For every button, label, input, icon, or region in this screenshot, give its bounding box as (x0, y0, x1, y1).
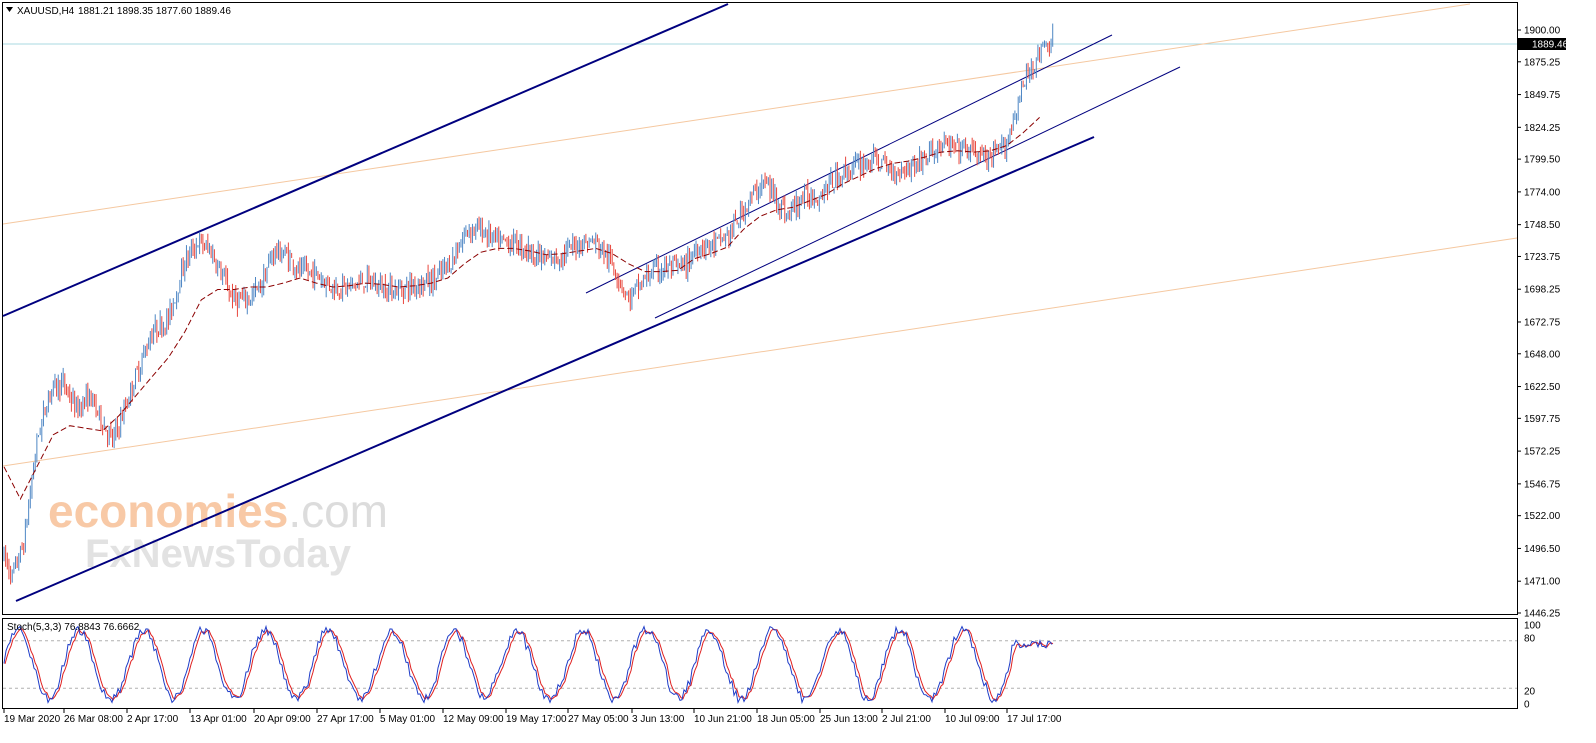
time-tick-label: 2 Jul 21:00 (882, 714, 931, 725)
stoch-tick-label: 20 (1524, 687, 1536, 698)
symbol-label: XAUUSD,H4 (17, 6, 75, 17)
time-tick-label: 3 Jun 13:00 (632, 714, 685, 725)
stoch-tick-label: 80 (1524, 634, 1536, 645)
current-price-box (1518, 38, 1566, 50)
trend-lines (2, 3, 1518, 602)
price-tick-label: 1597.75 (1524, 414, 1561, 425)
time-tick-label: 12 May 09:00 (443, 714, 504, 725)
moving-average (3, 117, 1040, 501)
time-tick-label: 5 May 01:00 (380, 714, 435, 725)
price-tick-label: 1799.50 (1524, 155, 1561, 166)
ohlc-values: 1881.21 1898.35 1877.60 1889.46 (78, 6, 231, 17)
price-tick-label: 1723.75 (1524, 252, 1561, 263)
price-axis: 1900.00 1875.25 1849.75 1824.25 1799.50 1774.… (1517, 26, 1561, 711)
stoch-signal-line (4, 627, 1054, 702)
main-panel-frame (2, 2, 1518, 615)
time-tick-label: 25 Jun 13:00 (820, 714, 878, 725)
time-tick-label: 2 Apr 17:00 (127, 714, 179, 725)
price-tick-label: 1824.25 (1524, 123, 1561, 134)
price-tick-label: 1648.00 (1524, 349, 1561, 360)
time-tick-label: 27 Apr 17:00 (317, 714, 374, 725)
fib-line-lower (2, 237, 1518, 467)
price-tick-label: 1522.00 (1524, 511, 1561, 522)
stoch-tick-label: 100 (1524, 621, 1541, 632)
time-tick-label: 19 Mar 2020 (4, 714, 61, 725)
time-axis: 19 Mar 2020 26 Mar 08:00 2 Apr 17:00 13 Apr… (3, 709, 1062, 725)
price-tick-label: 1698.25 (1524, 285, 1561, 296)
time-tick-label: 13 Apr 01:00 (190, 714, 247, 725)
stoch-header: Stoch(5,3,3) 76.8843 76.6662 (7, 622, 140, 633)
price-tick-label: 1572.25 (1524, 447, 1561, 458)
inner-channel-upper (585, 34, 1113, 294)
price-tick-label: 1446.25 (1524, 609, 1561, 620)
time-tick-label: 27 May 05:00 (568, 714, 629, 725)
watermark-com-part: .com (288, 485, 388, 537)
time-tick-label: 19 May 17:00 (506, 714, 567, 725)
time-tick-label: 18 Jun 05:00 (757, 714, 815, 725)
price-tick-label: 1748.50 (1524, 220, 1561, 231)
time-tick-label: 10 Jul 09:00 (945, 714, 1000, 725)
current-price-label: 1889.46 (1532, 40, 1569, 51)
time-tick-label: 26 Mar 08:00 (64, 714, 123, 725)
time-tick-label: 17 Jul 17:00 (1007, 714, 1062, 725)
inner-channel-lower (654, 66, 1181, 319)
stoch-tick-label: 0 (1524, 700, 1530, 711)
channel-upper-line (2, 3, 729, 317)
price-tick-label: 1622.50 (1524, 382, 1561, 393)
triangle-down-icon[interactable] (6, 7, 13, 12)
price-tick-label: 1546.75 (1524, 479, 1561, 490)
price-tick-label: 1672.75 (1524, 317, 1561, 328)
fib-line-upper (2, 3, 1471, 225)
channel-lower-line (15, 136, 1095, 602)
price-tick-label: 1900.00 (1524, 26, 1561, 37)
price-tick-label: 1849.75 (1524, 90, 1561, 101)
watermark-economies-part: economies (48, 485, 288, 537)
stoch-main-line (3, 624, 1053, 705)
stoch-panel-frame (2, 618, 1518, 709)
price-tick-label: 1471.00 (1524, 577, 1561, 588)
stochastic-oscillator (3, 624, 1517, 705)
price-tick-label: 1496.50 (1524, 544, 1561, 555)
ma-line (3, 117, 1040, 501)
price-tick-label: 1774.00 (1524, 187, 1561, 198)
time-tick-label: 20 Apr 09:00 (254, 714, 311, 725)
time-tick-label: 10 Jun 21:00 (694, 714, 752, 725)
watermark-economies: economies.com (48, 485, 388, 537)
candles (3, 23, 1054, 585)
price-tick-label: 1875.25 (1524, 57, 1561, 68)
watermark-fxnewstoday: FxNewsToday (85, 532, 352, 576)
